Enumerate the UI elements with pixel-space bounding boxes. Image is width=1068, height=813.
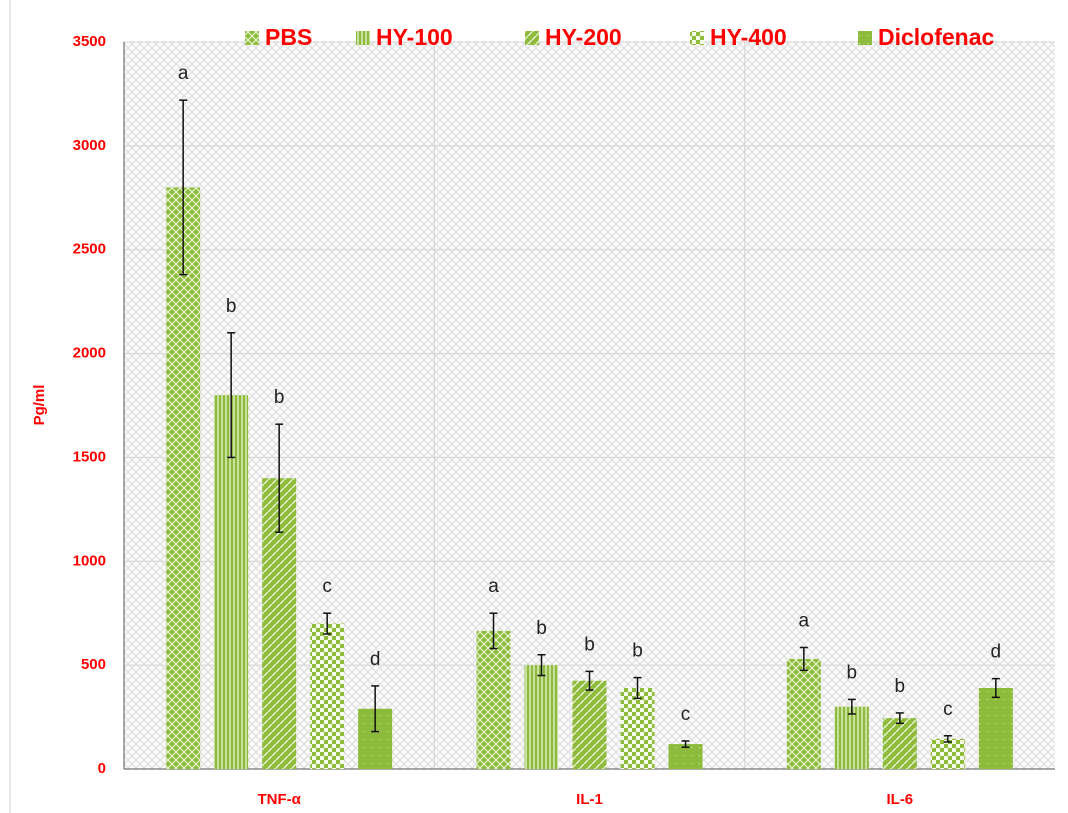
error-bar bbox=[895, 712, 904, 725]
x-tick-label: TNF-α bbox=[257, 791, 301, 808]
significance-letter: b bbox=[847, 662, 858, 683]
significance-letter: d bbox=[991, 642, 1002, 663]
y-tick-label: 2000 bbox=[73, 345, 106, 362]
y-axis-label: Pg/ml bbox=[31, 385, 48, 426]
bar bbox=[310, 623, 345, 769]
error-bar bbox=[991, 677, 1000, 699]
y-tick-label: 500 bbox=[81, 656, 106, 673]
legend-swatch bbox=[356, 31, 370, 45]
bar bbox=[930, 738, 965, 769]
bar bbox=[882, 718, 917, 769]
significance-letter: d bbox=[370, 649, 381, 670]
bar bbox=[572, 680, 607, 769]
error-bar bbox=[179, 99, 188, 276]
significance-letter: b bbox=[895, 676, 906, 697]
significance-letter: c bbox=[681, 704, 691, 725]
y-tick-label: 1000 bbox=[73, 552, 106, 569]
legend-label: HY-100 bbox=[376, 24, 453, 50]
y-tick-label: 2500 bbox=[73, 241, 106, 258]
error-bar bbox=[323, 612, 332, 635]
legend-label: Diclofenac bbox=[878, 24, 995, 50]
error-bar bbox=[681, 740, 690, 748]
error-bar bbox=[847, 698, 856, 715]
x-tick-label: IL-6 bbox=[886, 791, 913, 808]
significance-letter: a bbox=[799, 611, 810, 632]
error-bar bbox=[633, 676, 642, 700]
y-tick-label: 3000 bbox=[73, 137, 106, 154]
bar bbox=[978, 687, 1013, 769]
x-tick-label: IL-1 bbox=[576, 791, 603, 808]
error-bar bbox=[489, 612, 498, 650]
bar bbox=[834, 706, 869, 769]
significance-letter: c bbox=[943, 699, 953, 720]
legend-swatch bbox=[245, 31, 259, 45]
significance-letter: a bbox=[178, 63, 189, 84]
significance-letter: a bbox=[488, 576, 499, 597]
bar bbox=[476, 630, 511, 769]
error-bar bbox=[943, 735, 952, 743]
bar bbox=[786, 658, 821, 769]
significance-letter: b bbox=[632, 641, 643, 662]
significance-letter: b bbox=[226, 296, 237, 317]
error-bar bbox=[227, 332, 236, 459]
legend-label: HY-400 bbox=[710, 24, 787, 50]
legend-label: HY-200 bbox=[545, 24, 622, 50]
significance-letter: b bbox=[536, 618, 547, 639]
legend-swatch bbox=[690, 31, 704, 45]
significance-letter: b bbox=[584, 634, 595, 655]
error-bar bbox=[537, 654, 546, 677]
significance-letter: c bbox=[322, 576, 332, 597]
bar bbox=[668, 744, 703, 769]
y-tick-label: 1500 bbox=[73, 448, 106, 465]
significance-letter: b bbox=[274, 387, 285, 408]
legend-swatch bbox=[858, 31, 872, 45]
y-tick-label: 3500 bbox=[73, 33, 106, 50]
error-bar bbox=[275, 423, 284, 533]
bar bbox=[524, 665, 559, 769]
y-tick-label: 0 bbox=[98, 760, 106, 777]
bar bbox=[166, 187, 201, 769]
error-bar bbox=[585, 670, 594, 691]
bar bbox=[620, 687, 655, 769]
error-bar bbox=[799, 646, 808, 672]
legend-label: PBS bbox=[265, 24, 312, 50]
legend-swatch bbox=[525, 31, 539, 45]
error-bar bbox=[371, 685, 380, 733]
